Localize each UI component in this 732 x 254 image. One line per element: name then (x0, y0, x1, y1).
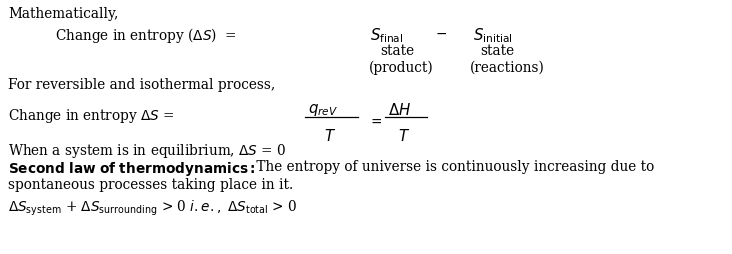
Text: (product): (product) (369, 61, 434, 75)
Text: $\Delta S_{\mathrm{system}}$ + $\Delta S_{\mathrm{surrounding}}$ > 0 $i.e.,$ $\D: $\Delta S_{\mathrm{system}}$ + $\Delta S… (8, 199, 297, 218)
Text: $T$: $T$ (398, 128, 410, 144)
Text: When a system is in equilibrium, $\Delta S$ = 0: When a system is in equilibrium, $\Delta… (8, 142, 286, 160)
Text: $S_{\mathrm{initial}}$: $S_{\mathrm{initial}}$ (473, 26, 512, 45)
Text: Mathematically,: Mathematically, (8, 7, 119, 21)
Text: $T$: $T$ (324, 128, 336, 144)
Text: state: state (380, 44, 414, 58)
Text: Change in entropy $\Delta S$ =: Change in entropy $\Delta S$ = (8, 107, 175, 125)
Text: Change in entropy ($\Delta S$)  =: Change in entropy ($\Delta S$) = (55, 26, 236, 45)
Text: $\bf{Second\ law\ of\ thermodynamics:}$: $\bf{Second\ law\ of\ thermodynamics:}$ (8, 160, 255, 178)
Text: $\Delta H$: $\Delta H$ (388, 102, 411, 118)
Text: The entropy of universe is continuously increasing due to: The entropy of universe is continuously … (252, 160, 654, 174)
Text: (reactions): (reactions) (470, 61, 545, 75)
Text: state: state (480, 44, 514, 58)
Text: spontaneous processes taking place in it.: spontaneous processes taking place in it… (8, 178, 294, 192)
Text: $-$: $-$ (435, 26, 447, 40)
Text: $=$: $=$ (368, 114, 383, 128)
Text: $S_{\mathrm{final}}$: $S_{\mathrm{final}}$ (370, 26, 403, 45)
Text: For reversible and isothermal process,: For reversible and isothermal process, (8, 78, 275, 92)
Text: $q_{reV}$: $q_{reV}$ (308, 102, 338, 118)
